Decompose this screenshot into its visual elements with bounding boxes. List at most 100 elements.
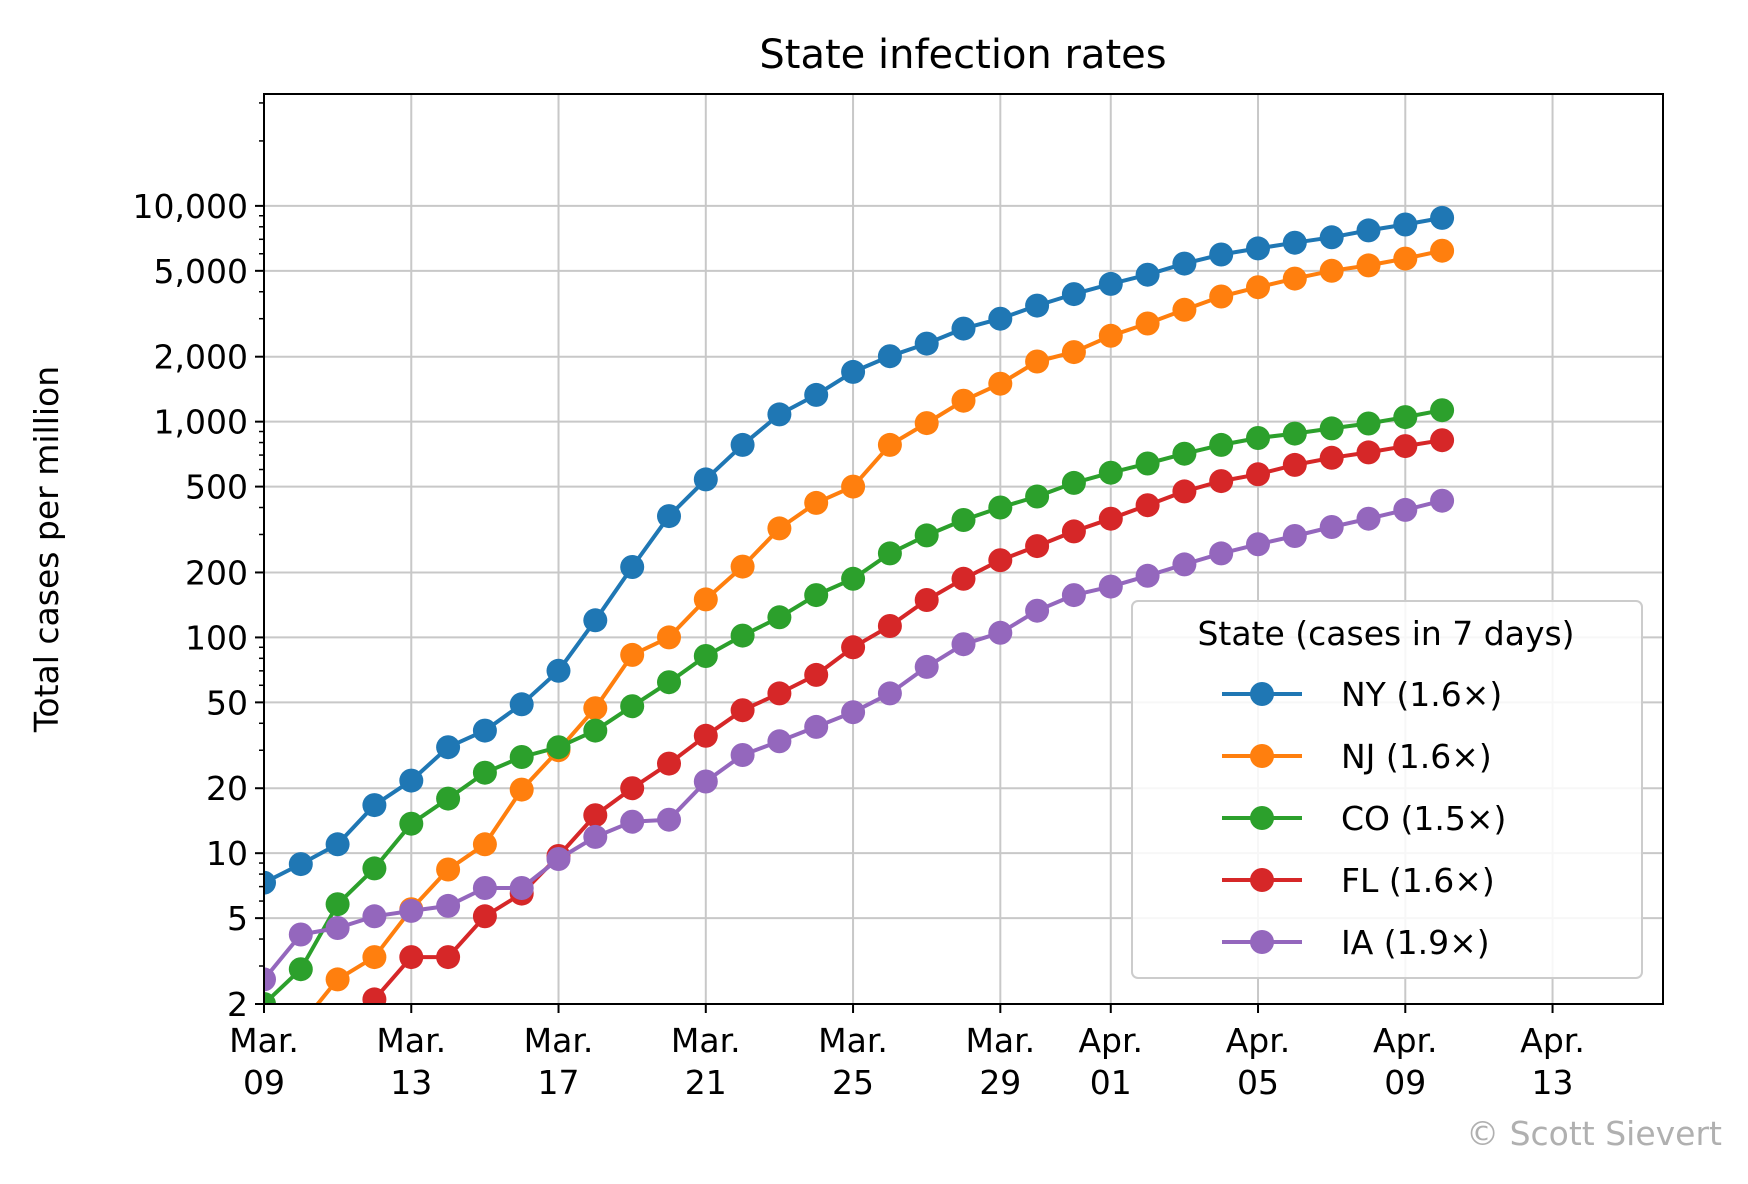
y-tick-label: 5 — [227, 899, 248, 938]
data-point — [1098, 271, 1123, 296]
x-tick-label-day: 13 — [390, 1063, 432, 1102]
legend-entry: FL (1.6×) — [1222, 861, 1495, 900]
data-point — [583, 803, 608, 828]
data-point — [1246, 275, 1270, 300]
data-point — [730, 698, 755, 723]
x-tick-label-month: Apr. — [1520, 1021, 1585, 1060]
data-point — [546, 735, 571, 760]
data-point — [730, 743, 755, 767]
legend-marker — [1250, 744, 1274, 768]
data-point — [1282, 266, 1307, 291]
data-point — [951, 316, 976, 341]
series-layer — [264, 205, 1455, 1004]
data-point — [841, 635, 866, 660]
data-point — [436, 893, 461, 918]
y-tick-label: 500 — [185, 468, 248, 507]
data-point — [509, 692, 534, 717]
data-point — [620, 555, 645, 579]
data-point — [951, 388, 976, 413]
data-point — [767, 681, 792, 706]
data-point — [988, 495, 1013, 520]
data-point — [1246, 532, 1270, 557]
series-co — [264, 398, 1455, 1004]
data-point — [767, 729, 792, 754]
data-point — [730, 432, 755, 457]
data-point — [472, 760, 497, 785]
data-point — [1135, 451, 1160, 476]
data-point — [1098, 574, 1123, 599]
legend-entry: IA (1.9×) — [1222, 923, 1490, 962]
series-ny — [264, 205, 1455, 895]
data-point — [841, 700, 866, 725]
x-tick-label-month: Mar. — [376, 1021, 446, 1060]
data-point — [1135, 262, 1160, 287]
data-point — [804, 583, 829, 608]
data-point — [877, 344, 902, 369]
data-point — [730, 554, 755, 579]
x-tick-label-month: Mar. — [818, 1021, 888, 1060]
data-point — [657, 625, 681, 650]
data-point — [1430, 205, 1455, 230]
data-point — [1098, 506, 1123, 531]
y-tick-label: 10 — [206, 834, 248, 873]
x-tick-label-month: Mar. — [965, 1021, 1035, 1060]
data-point — [1356, 218, 1381, 243]
data-point — [877, 541, 902, 566]
x-tick-label-day: 17 — [538, 1063, 580, 1102]
legend-title: State (cases in 7 days) — [1197, 614, 1574, 653]
data-point — [730, 623, 755, 648]
data-point — [1061, 583, 1086, 608]
data-point — [362, 904, 387, 929]
data-point — [1025, 598, 1050, 623]
data-point — [1393, 434, 1418, 459]
data-point — [472, 876, 497, 900]
data-point — [767, 402, 792, 427]
x-tick-label-month: Apr. — [1078, 1021, 1143, 1060]
legend-label: IA (1.9×) — [1341, 923, 1490, 962]
data-point — [951, 566, 976, 591]
data-point — [288, 957, 313, 982]
data-point — [1098, 460, 1123, 485]
data-point — [1098, 323, 1123, 348]
x-tick-label-month: Mar. — [229, 1021, 299, 1060]
x-tick-label-day: 01 — [1090, 1063, 1132, 1102]
data-point — [1246, 426, 1270, 450]
data-point — [1282, 421, 1307, 446]
data-point — [988, 371, 1013, 396]
data-point — [1135, 311, 1160, 336]
legend-label: NJ (1.6×) — [1341, 737, 1492, 776]
data-point — [1025, 293, 1050, 318]
data-point — [325, 916, 350, 940]
data-point — [1209, 432, 1234, 457]
data-point — [509, 876, 534, 900]
data-point — [1319, 258, 1344, 283]
data-point — [288, 922, 313, 947]
data-point — [1172, 297, 1197, 322]
data-point — [1393, 212, 1418, 237]
data-point — [436, 786, 461, 811]
plot-frame — [263, 93, 1664, 1005]
x-tick-label-day: 05 — [1237, 1063, 1279, 1102]
data-point — [264, 992, 276, 1004]
data-point — [1393, 497, 1418, 522]
legend-marker — [1250, 868, 1274, 892]
data-point — [1393, 246, 1418, 271]
data-point — [693, 723, 718, 748]
data-point — [914, 331, 939, 356]
legend-label: CO (1.5×) — [1341, 799, 1506, 838]
data-point — [436, 945, 461, 970]
legend-label: FL (1.6×) — [1341, 861, 1495, 900]
data-point — [693, 769, 718, 794]
data-point — [767, 516, 792, 541]
y-tick-label: 1,000 — [154, 403, 248, 442]
data-point — [657, 670, 681, 695]
credit-text: © Scott Sievert — [1466, 1114, 1722, 1153]
data-point — [436, 735, 461, 760]
legend-label: NY (1.6×) — [1341, 675, 1502, 714]
data-point — [264, 870, 276, 895]
y-tick-label: 10,000 — [133, 187, 248, 226]
data-point — [509, 745, 534, 769]
x-tick-label-month: Apr. — [1226, 1021, 1291, 1060]
x-tick-label-month: Apr. — [1373, 1021, 1438, 1060]
